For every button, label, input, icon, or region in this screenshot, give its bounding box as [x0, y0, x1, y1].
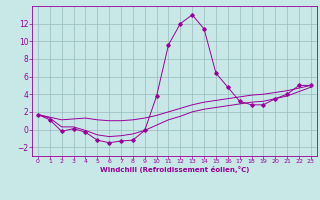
X-axis label: Windchill (Refroidissement éolien,°C): Windchill (Refroidissement éolien,°C): [100, 166, 249, 173]
